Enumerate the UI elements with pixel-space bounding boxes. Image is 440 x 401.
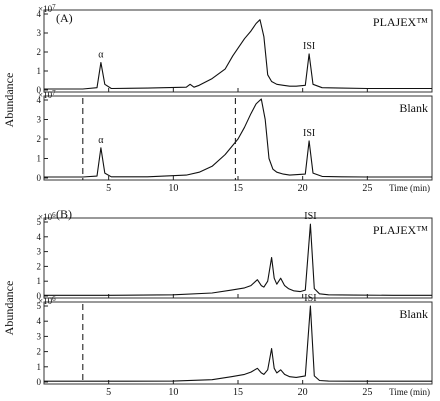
- x-tick-label: 10: [168, 387, 178, 398]
- exponent-label: ×107: [38, 89, 56, 100]
- group-label: (B): [56, 207, 72, 221]
- y-tick-label: 0: [37, 291, 42, 301]
- panel-frame: [43, 301, 433, 385]
- peak-label: α: [98, 49, 104, 60]
- y-tick-label: 2: [37, 47, 42, 57]
- exponent-base: ×10: [38, 4, 53, 14]
- exponent-power: 6: [52, 211, 56, 219]
- x-tick-label: 5: [106, 387, 111, 398]
- y-tick-label: 4: [37, 95, 42, 105]
- panel-name: Blank: [399, 101, 428, 115]
- y-tick-label: 5: [37, 301, 42, 311]
- y-tick-label: 0: [37, 85, 42, 95]
- y-tick-label: 0: [37, 173, 42, 183]
- panel-name: Blank: [399, 307, 428, 321]
- y-tick-label: 4: [37, 316, 42, 326]
- y-tick-label: 1: [37, 154, 42, 164]
- exponent-base: ×10: [38, 90, 53, 100]
- y-tick-label: 4: [37, 232, 42, 242]
- x-axis-label: Time (min): [389, 183, 430, 193]
- chromatogram-trace: [44, 305, 432, 382]
- x-tick-label: 10: [168, 183, 178, 194]
- y-tick-label: 5: [37, 217, 42, 227]
- y-tick-label: 3: [37, 331, 42, 341]
- y-tick-label: 1: [37, 276, 42, 286]
- exponent-power: 7: [52, 3, 56, 11]
- y-tick-label: 2: [37, 347, 42, 357]
- x-tick-label: 15: [233, 183, 243, 194]
- y-axis-label-bottom: Abundance: [2, 281, 16, 336]
- y-axis-label-top: Abundance: [2, 73, 16, 128]
- exponent-base: ×10: [38, 212, 53, 222]
- y-tick-label: 3: [37, 247, 42, 257]
- panel-name: PLAJEX™: [373, 15, 428, 29]
- peak-label: ISI: [304, 211, 316, 222]
- exponent-base: ×10: [38, 296, 53, 306]
- peak-label: ISI: [304, 293, 316, 304]
- chromatogram-trace: [44, 223, 432, 296]
- y-tick-label: 3: [37, 115, 42, 125]
- x-tick-label: 25: [362, 387, 372, 398]
- exponent-power: 7: [52, 89, 56, 97]
- panel-2: 0 1 2 3 4×107 5 10 15 20 25 Time (min) α ISI Blank: [37, 89, 433, 194]
- y-tick-label: 2: [37, 261, 42, 271]
- x-tick-label: 15: [233, 387, 243, 398]
- x-tick-label: 5: [106, 183, 111, 194]
- chromatogram-trace: [44, 19, 432, 90]
- peak-label: ISI: [303, 41, 315, 52]
- group-label: (A): [56, 11, 73, 25]
- exponent-label: ×106: [38, 211, 56, 222]
- y-tick-label: 1: [37, 362, 42, 372]
- peak-label: ISI: [303, 128, 315, 139]
- y-tick-label: 1: [37, 66, 42, 76]
- y-tick-label: 3: [37, 28, 42, 38]
- chromatogram-trace: [44, 98, 432, 178]
- exponent-power: 6: [52, 295, 56, 303]
- y-tick-label: 0: [37, 377, 42, 387]
- panel-name: PLAJEX™: [373, 223, 428, 237]
- x-axis-label: Time (min): [389, 387, 430, 397]
- y-tick-label: 2: [37, 134, 42, 144]
- x-tick-label: 20: [298, 183, 308, 194]
- exponent-label: ×107: [38, 3, 56, 14]
- x-tick-label: 25: [362, 183, 372, 194]
- x-tick-label: 20: [298, 387, 308, 398]
- y-tick-label: 4: [37, 9, 42, 19]
- exponent-label: ×106: [38, 295, 56, 306]
- peak-label: α: [98, 135, 104, 146]
